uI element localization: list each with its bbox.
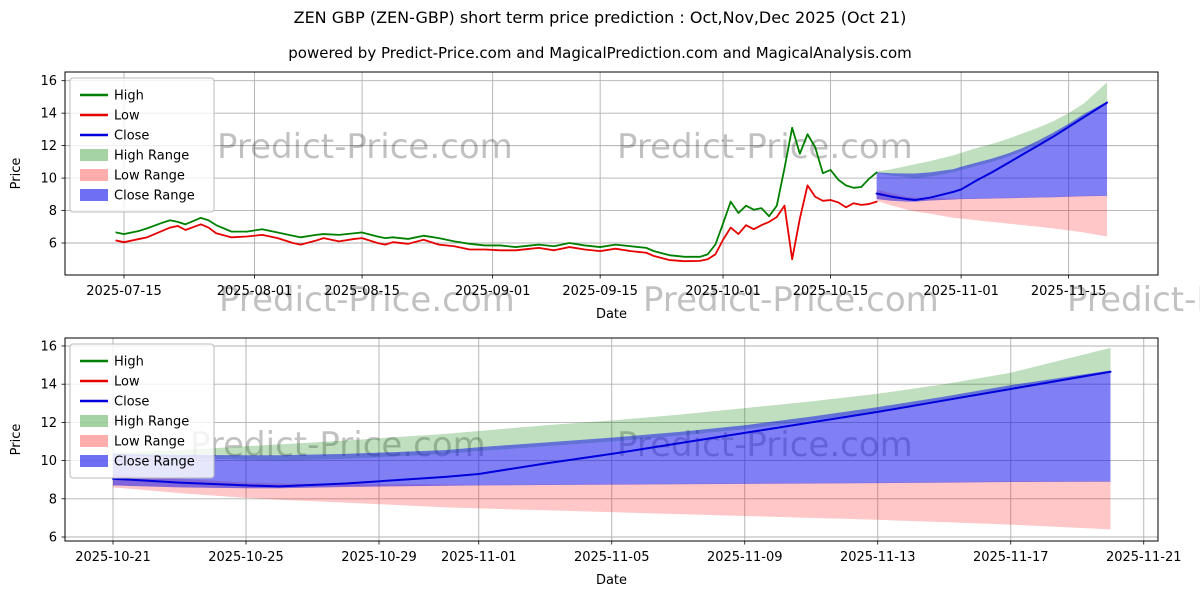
x-tick-label: 2025-10-25 xyxy=(208,550,284,565)
legend-label: Close xyxy=(114,129,149,144)
watermark-row: Predict-Price.com Predict-Price.com Predic… xyxy=(219,280,1200,320)
legend-label: High xyxy=(114,89,144,104)
x-tick-label: 2025-11-17 xyxy=(973,550,1049,565)
x-tick-label: 2025-10-29 xyxy=(341,550,417,565)
y-axis-label: Price xyxy=(9,158,24,190)
x-tick-label: 2025-09-01 xyxy=(455,284,531,299)
top-chart: Predict-Price.com Predict-Price.com2025-0… xyxy=(9,71,1159,322)
bottom-chart: Predict-Price.comPredict-Price.com2025-1… xyxy=(9,337,1182,588)
legend-box xyxy=(69,77,215,213)
x-tick-label: 2025-11-01 xyxy=(441,550,517,565)
x-tick-label: 2025-07-15 xyxy=(86,284,162,299)
legend-label: Close Range xyxy=(114,189,195,204)
y-tick-label: 16 xyxy=(40,74,57,89)
close-range-band xyxy=(113,370,1111,489)
x-tick-label: 2025-10-15 xyxy=(793,284,869,299)
y-tick-label: 14 xyxy=(40,107,57,122)
y-tick-label: 12 xyxy=(40,139,57,154)
legend: High Low Close High Range Low Range Close Ran… xyxy=(69,343,215,479)
y-tick-label: 6 xyxy=(49,531,57,546)
page-subtitle: powered by Predict-Price.com and Magical… xyxy=(288,44,912,62)
legend-item: High Range xyxy=(80,149,189,164)
legend-label: Close xyxy=(114,395,149,410)
watermark-text: Predict-Price.com xyxy=(217,127,513,167)
x-tick-label: 2025-11-09 xyxy=(707,550,783,565)
legend-swatch-close-range xyxy=(80,455,108,467)
x-tick-label: 2025-10-21 xyxy=(75,550,151,565)
legend-label: High Range xyxy=(114,415,189,430)
x-tick-label: 2025-11-15 xyxy=(1031,284,1107,299)
x-tick-label: 2025-11-01 xyxy=(923,284,999,299)
legend-label: Low Range xyxy=(114,435,185,450)
y-tick-label: 8 xyxy=(49,204,57,219)
legend-item: Low xyxy=(80,375,140,390)
legend-label: Low Range xyxy=(114,169,185,184)
tick-marks xyxy=(61,345,1145,545)
legend-item: Close Range xyxy=(80,189,195,204)
legend-swatch-low-range xyxy=(80,169,108,181)
x-axis-label: Date xyxy=(596,573,627,588)
legend-swatch-high-range xyxy=(80,149,108,161)
legend-swatch-high-range xyxy=(80,415,108,427)
low-range-band xyxy=(113,473,1111,530)
plot-area: Predict-Price.com Predict-Price.com xyxy=(115,82,1109,263)
close-line xyxy=(112,370,1112,488)
close-line xyxy=(875,101,1109,201)
legend-item: Close xyxy=(80,129,149,144)
y-tick-label: 8 xyxy=(49,492,57,507)
y-axis-label: Price xyxy=(9,424,24,456)
watermark-text: Predict-Price.com xyxy=(643,280,939,320)
x-tick-label: 2025-11-21 xyxy=(1106,550,1182,565)
legend: High Low Close High Range Low Range Close Ran… xyxy=(69,77,215,213)
y-tick-label: 12 xyxy=(40,416,57,431)
legend-swatch-close-range xyxy=(80,189,108,201)
legend-swatch-low-range xyxy=(80,435,108,447)
legend-box xyxy=(69,343,215,479)
y-tick-label: 6 xyxy=(49,237,57,252)
x-tick-label: 2025-09-15 xyxy=(562,284,638,299)
x-tick-label: 2025-08-01 xyxy=(217,284,293,299)
legend-label: High xyxy=(114,355,144,370)
low-line xyxy=(115,184,878,263)
legend-label: High Range xyxy=(114,149,189,164)
legend-label: Close Range xyxy=(114,455,195,470)
watermark-text: Predict-Price.com xyxy=(617,127,913,167)
x-tick-label: 2025-11-05 xyxy=(574,550,650,565)
watermark-text: Predict-Price.com xyxy=(1067,280,1200,320)
y-tick-label: 10 xyxy=(40,454,57,469)
legend-item: High xyxy=(80,89,144,104)
legend-label: Low xyxy=(114,109,140,124)
legend-item: High xyxy=(80,355,144,370)
watermark-text: Predict-Price.com xyxy=(219,280,515,320)
plot-border xyxy=(64,71,1159,276)
x-axis-label: Date xyxy=(596,307,627,322)
tick-marks xyxy=(61,80,1070,279)
legend-label: Low xyxy=(114,375,140,390)
gridlines xyxy=(65,72,1158,275)
page-title: ZEN GBP (ZEN-GBP) short term price predi… xyxy=(293,8,907,27)
legend-item: Low xyxy=(80,109,140,124)
y-tick-label: 14 xyxy=(40,378,57,393)
close-range-band xyxy=(876,101,1108,202)
legend-item: High Range xyxy=(80,415,189,430)
y-tick-label: 16 xyxy=(40,340,57,355)
x-tick-label: 2025-11-13 xyxy=(840,550,916,565)
legend-item: Low Range xyxy=(80,169,185,184)
x-tick-label: 2025-10-01 xyxy=(685,284,761,299)
legend-item: Close xyxy=(80,395,149,410)
legend-item: Low Range xyxy=(80,435,185,450)
legend-item: Close Range xyxy=(80,455,195,470)
x-tick-label: 2025-08-15 xyxy=(324,284,400,299)
y-tick-label: 10 xyxy=(40,172,57,187)
low-range-band xyxy=(876,189,1108,237)
high-line xyxy=(115,126,878,258)
